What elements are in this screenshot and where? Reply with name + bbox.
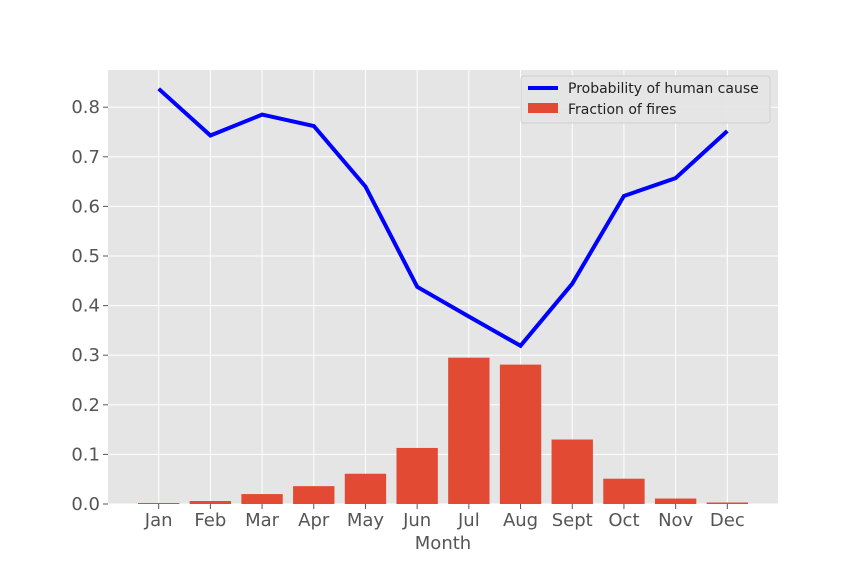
y-tick-label: 0.3 xyxy=(71,345,100,366)
x-tick-label: Nov xyxy=(658,510,693,531)
x-tick-label: Aug xyxy=(503,510,538,531)
y-tick-label: 0.0 xyxy=(71,494,100,515)
y-tick-label: 0.5 xyxy=(71,246,100,267)
y-tick-label: 0.6 xyxy=(71,196,100,217)
y-tick-label: 0.8 xyxy=(71,97,100,118)
x-axis-label: Month xyxy=(415,533,471,554)
plot-background xyxy=(108,70,778,504)
legend: Probability of human cause Fraction of f… xyxy=(520,75,771,124)
legend-box xyxy=(520,75,771,124)
y-tick-label: 0.4 xyxy=(71,296,100,317)
x-tick-label: Jul xyxy=(457,510,480,531)
y-tick-labels: 0.0 0.1 0.2 0.3 0.4 0.5 0.6 0.7 0.8 xyxy=(71,97,108,515)
x-tick-label: Dec xyxy=(710,510,745,531)
bar-nov xyxy=(654,498,697,504)
bar-feb xyxy=(189,501,232,504)
bar-jun xyxy=(396,447,438,504)
legend-label-line: Probability of human cause xyxy=(568,81,759,97)
bar-jul xyxy=(448,357,490,504)
bar-sept xyxy=(551,439,593,504)
y-tick-label: 0.2 xyxy=(71,395,100,416)
bar-dec xyxy=(706,502,749,504)
legend-label-bar: Fraction of fires xyxy=(568,102,676,118)
x-tick-labels: Jan Feb Mar Apr May Jun Jul Aug Sept Oct Nov Dec xyxy=(144,504,745,531)
x-tick-label: Jun xyxy=(402,510,431,531)
legend-bar-swatch xyxy=(528,103,558,113)
x-tick-label: May xyxy=(347,510,385,531)
bar-mar xyxy=(241,494,283,504)
bar-series xyxy=(137,357,749,504)
x-tick-label: Feb xyxy=(194,510,226,531)
line-series xyxy=(157,87,729,349)
bar-apr xyxy=(293,486,335,504)
human-cause-probability-line xyxy=(157,87,729,349)
x-tick-label: Mar xyxy=(245,510,280,531)
x-tick-label: Sept xyxy=(552,510,593,531)
x-tick-label: Jan xyxy=(144,510,173,531)
bar-jan xyxy=(137,503,180,504)
x-tick-label: Apr xyxy=(298,510,330,531)
bar-oct xyxy=(603,478,645,504)
y-tick-label: 0.1 xyxy=(71,444,100,465)
y-tick-label: 0.7 xyxy=(71,147,100,168)
x-tick-label: Oct xyxy=(608,510,639,531)
bar-aug xyxy=(499,364,542,504)
bar-may xyxy=(344,473,387,504)
